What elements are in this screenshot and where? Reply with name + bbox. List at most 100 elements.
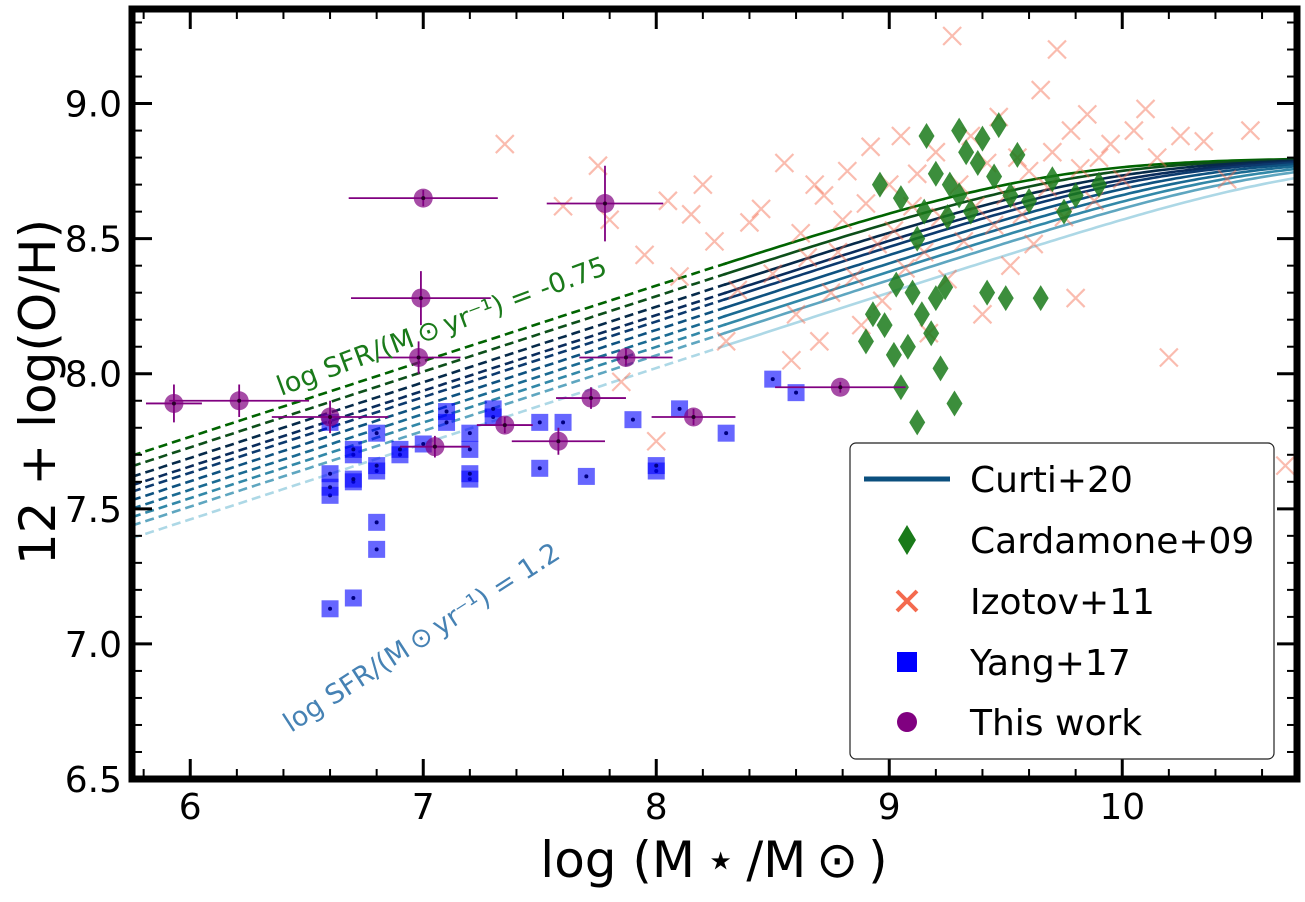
izotov-point	[1061, 120, 1081, 141]
y-tick-label: 8.5	[65, 220, 122, 261]
izotov-point	[867, 234, 888, 254]
curti-curve-solid-7	[723, 167, 1298, 327]
curti-curve-dashed-5	[131, 305, 729, 502]
curti-curve-solid-6	[723, 164, 1298, 318]
this-work-point-center	[838, 385, 843, 390]
x-tick-label: 9	[878, 787, 901, 828]
legend: Curti+20 Cardamone+09 Izotov+11 Yang+17 …	[849, 442, 1275, 760]
cardamone-point	[1021, 187, 1038, 214]
izotov-point	[1112, 169, 1133, 189]
izotov-point	[907, 164, 927, 184]
yang-point-center	[677, 406, 682, 411]
yang-point-center	[421, 441, 426, 446]
this-work-point-center	[328, 414, 333, 419]
yang-point-center	[537, 466, 542, 471]
yang-points	[321, 370, 805, 618]
x-tick-label: 10	[1099, 787, 1145, 828]
cardamone-point	[1032, 285, 1049, 312]
yang-point-center	[374, 431, 379, 436]
izotov-point	[1023, 234, 1044, 254]
cardamone-point	[927, 160, 944, 187]
izotov-point	[1135, 99, 1156, 119]
cardamone-point	[1002, 182, 1019, 209]
yang-point-center	[374, 547, 379, 552]
plot-frame	[128, 5, 1301, 783]
legend-label-izotov: Izotov+11	[970, 582, 1155, 623]
izotov-point	[634, 245, 655, 265]
this-work-point-center	[237, 398, 242, 403]
yang-point-center	[537, 420, 542, 425]
legend-markers	[864, 476, 950, 732]
cardamone-point	[916, 198, 933, 225]
izotov-point	[704, 231, 725, 252]
izotov-point	[1042, 142, 1063, 162]
izotov-point	[751, 199, 771, 219]
cardamone-point	[918, 122, 935, 149]
izotov-point	[588, 155, 608, 176]
cardamone-point	[958, 139, 975, 166]
yang-point-center	[794, 390, 799, 395]
izotov-point	[860, 137, 881, 157]
yang-point-center	[444, 420, 449, 425]
y-tick-label: 7.5	[65, 490, 122, 531]
curti-curve-dashed-2	[131, 282, 729, 479]
izotov-point	[844, 266, 865, 287]
izotov-point	[781, 350, 802, 371]
y-tick-label: 8.0	[65, 355, 122, 396]
yang-point-center	[584, 474, 589, 479]
yang-point-center	[328, 606, 333, 611]
curti-curves	[131, 157, 1298, 540]
curti-curve-solid-5	[723, 162, 1298, 310]
y-tick-label: 9.0	[65, 85, 122, 126]
izotov-point	[1170, 126, 1191, 146]
cardamone-point	[937, 274, 954, 301]
cardamone-point	[871, 171, 888, 198]
izotov-point	[942, 26, 962, 46]
izotov-point	[1089, 147, 1109, 168]
y-tick-label: 7.0	[65, 625, 122, 666]
izotov-point	[728, 280, 748, 300]
legend-marker-this-work	[897, 712, 917, 732]
y-axis-label: 12 + log(O/H)	[9, 219, 67, 565]
cardamone-point	[986, 163, 1003, 190]
izotov-point	[837, 161, 858, 181]
curti-curve-solid-9	[723, 176, 1298, 348]
izotov-point	[832, 209, 853, 230]
cardamone-point	[1009, 141, 1026, 168]
cardamone-point	[939, 204, 956, 231]
izotov-point	[1275, 455, 1296, 476]
cardamone-point	[1056, 198, 1072, 225]
izotov-point	[828, 242, 848, 262]
cardamone-point	[909, 409, 926, 436]
izotov-point	[1194, 131, 1214, 152]
legend-marker-izotov	[895, 589, 919, 613]
izotov-point	[1070, 158, 1091, 179]
this-work-point-center	[502, 423, 507, 428]
cardamone-point	[951, 117, 968, 144]
cardamone-point	[1044, 166, 1061, 193]
this-work-point-center	[418, 296, 423, 301]
this-work-points	[145, 165, 906, 458]
cardamone-point	[857, 328, 874, 355]
izotov-point	[646, 431, 667, 452]
cardamone-point	[899, 333, 916, 360]
cardamone-point	[962, 198, 979, 225]
izotov-point	[1030, 80, 1051, 100]
cardamone-point	[888, 271, 905, 298]
izotov-point	[797, 247, 818, 268]
legend-marker-cardamone	[898, 525, 916, 555]
cardamone-point	[979, 279, 996, 306]
izotov-point	[786, 304, 806, 325]
cardamone-point	[892, 185, 909, 212]
izotov-point	[1124, 120, 1144, 141]
izotov-point	[553, 196, 573, 217]
cardamone-point	[946, 390, 963, 417]
izotov-point	[984, 215, 1004, 235]
izotov-point	[891, 126, 911, 146]
izotov-point	[611, 372, 632, 392]
izotov-point	[716, 331, 736, 352]
izotov-point	[762, 263, 783, 284]
izotov-point	[658, 191, 678, 211]
izotov-point	[821, 282, 841, 303]
cardamone-point	[885, 341, 902, 368]
